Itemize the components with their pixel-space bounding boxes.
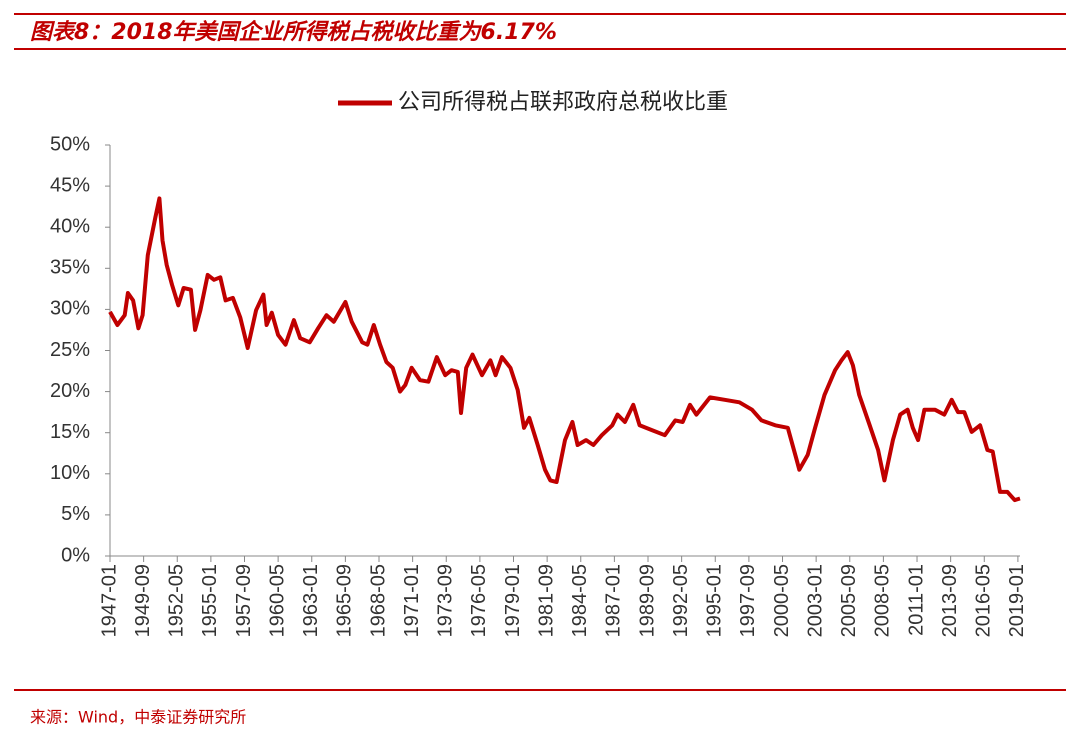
x-tick-label: 2016-05 <box>973 564 995 637</box>
y-tick-label: 30% <box>50 298 90 320</box>
x-tick-label: 1997-09 <box>737 564 759 637</box>
x-tick-label: 1979-01 <box>502 564 524 637</box>
x-tick-label: 2008-05 <box>872 564 894 637</box>
x-tick-label: 1987-01 <box>603 564 625 637</box>
y-tick-label: 35% <box>50 257 90 279</box>
x-tick-label: 2011-01 <box>905 564 927 636</box>
x-tick-label: 1973-09 <box>435 564 457 637</box>
chart-title: 图表8：2018年美国企业所得税占税收比重为6.17% <box>30 19 557 45</box>
x-tick-label: 1952-05 <box>166 564 188 637</box>
y-tick-label: 45% <box>50 174 90 196</box>
x-tick-label: 1963-01 <box>300 564 322 637</box>
x-tick-label: 1968-05 <box>367 564 389 637</box>
y-tick-label: 0% <box>61 544 90 566</box>
x-tick-label: 1995-01 <box>704 564 726 637</box>
y-tick-label: 40% <box>50 215 90 237</box>
x-tick-label: 1965-09 <box>334 564 356 637</box>
x-tick-label: 1949-09 <box>132 564 154 637</box>
y-tick-label: 50% <box>50 133 90 155</box>
x-tick-label: 2013-09 <box>939 564 961 637</box>
x-tick-label: 1981-09 <box>535 564 557 637</box>
y-tick-label: 5% <box>61 503 90 525</box>
x-tick-label: 1989-09 <box>636 564 658 637</box>
x-tick-label: 1955-01 <box>199 564 221 637</box>
y-tick-label: 20% <box>50 380 90 402</box>
x-tick-label: 1947-01 <box>98 564 120 637</box>
x-tick-label: 1976-05 <box>468 564 490 637</box>
y-tick-label: 15% <box>50 421 90 443</box>
x-tick-label: 2003-01 <box>804 564 826 637</box>
x-tick-label: 1957-09 <box>233 564 255 637</box>
x-tick-label: 2019-01 <box>1006 564 1028 637</box>
legend-label: 公司所得税占联邦政府总税收比重 <box>398 90 728 115</box>
x-tick-label: 1960-05 <box>266 564 288 637</box>
x-tick-label: 2005-09 <box>838 564 860 637</box>
source-note: 来源：Wind，中泰证券研究所 <box>30 708 246 727</box>
x-tick-label: 1992-05 <box>670 564 692 637</box>
line-series <box>108 196 1021 503</box>
x-tick-label: 1984-05 <box>569 564 591 637</box>
y-tick-label: 25% <box>50 339 90 361</box>
x-tick-label: 2000-05 <box>771 564 793 637</box>
y-tick-label: 10% <box>50 462 90 484</box>
x-tick-label: 1971-01 <box>401 564 423 637</box>
